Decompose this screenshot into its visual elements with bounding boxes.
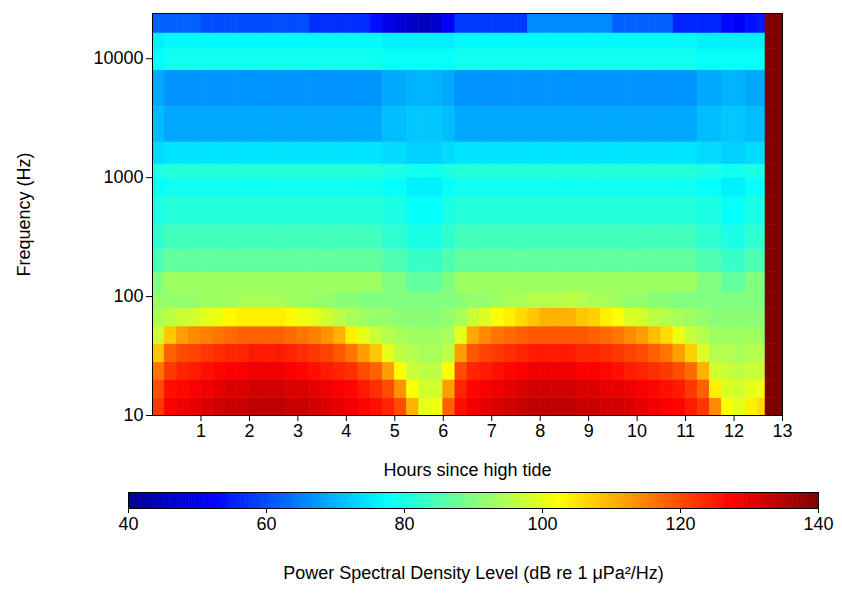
svg-text:11: 11: [676, 421, 695, 441]
svg-text:7: 7: [487, 421, 497, 441]
svg-text:60: 60: [256, 514, 276, 534]
svg-text:1000: 1000: [103, 167, 143, 187]
svg-text:120: 120: [665, 514, 695, 534]
svg-text:40: 40: [118, 514, 138, 534]
svg-text:Hours since high tide: Hours since high tide: [383, 460, 551, 480]
svg-text:5: 5: [390, 421, 400, 441]
svg-text:8: 8: [535, 421, 545, 441]
svg-text:1: 1: [196, 421, 206, 441]
svg-text:10000: 10000: [93, 48, 143, 68]
svg-text:3: 3: [293, 421, 303, 441]
svg-text:100: 100: [113, 286, 143, 306]
svg-text:13: 13: [772, 421, 792, 441]
svg-text:80: 80: [394, 514, 414, 534]
svg-text:10: 10: [627, 421, 647, 441]
svg-text:10: 10: [123, 405, 143, 425]
svg-text:100: 100: [527, 514, 557, 534]
svg-text:140: 140: [803, 514, 833, 534]
svg-text:4: 4: [341, 421, 351, 441]
svg-text:2: 2: [244, 421, 254, 441]
svg-text:12: 12: [724, 421, 744, 441]
svg-text:9: 9: [584, 421, 594, 441]
svg-text:Power Spectral Density Level (: Power Spectral Density Level (dB re 1 μP…: [283, 563, 664, 583]
svg-text:6: 6: [438, 421, 448, 441]
svg-text:Frequency (Hz): Frequency (Hz): [14, 152, 34, 276]
